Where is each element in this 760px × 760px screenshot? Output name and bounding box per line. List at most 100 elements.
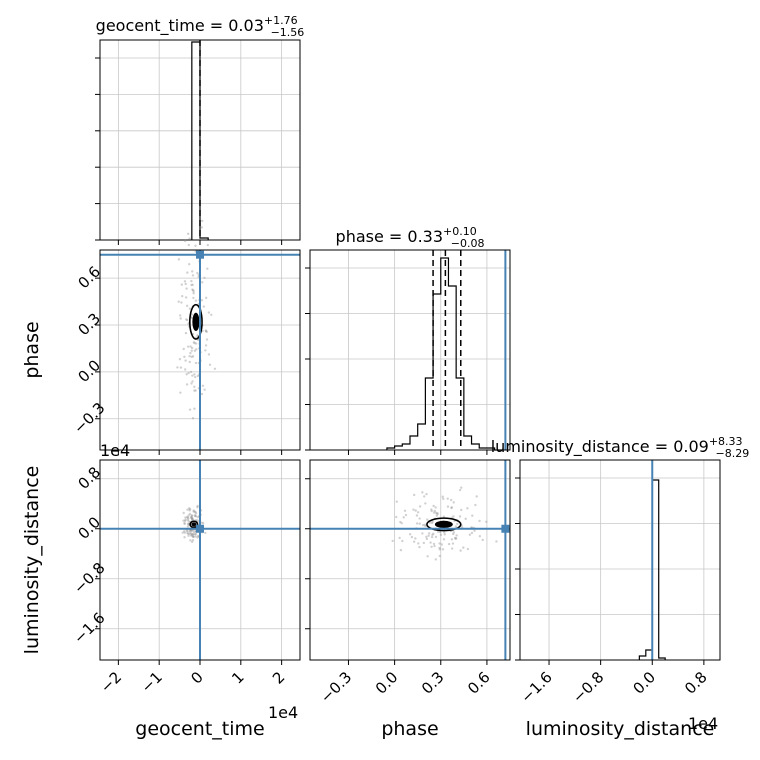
scatter-point — [438, 546, 441, 550]
scatter-point — [200, 299, 203, 302]
scatter-point — [205, 338, 209, 341]
scatter-point — [455, 537, 458, 540]
scatter-point — [416, 511, 420, 514]
scatter-point — [204, 329, 208, 332]
scatter-point — [418, 522, 421, 525]
scatter-point — [424, 502, 427, 505]
scatter-point — [426, 555, 429, 558]
scatter-point — [438, 548, 442, 551]
scatter-point — [450, 506, 453, 510]
scatter-point — [473, 529, 476, 533]
scatter-point — [184, 282, 187, 286]
scatter-point — [205, 296, 208, 300]
scatter-point — [184, 516, 187, 519]
scatter-point — [495, 540, 498, 543]
scatter-point — [408, 533, 412, 536]
scatter-point — [182, 511, 185, 515]
scatter-point — [182, 347, 185, 351]
scatter-point — [452, 531, 456, 534]
scatter-point — [458, 515, 462, 518]
contour-inner — [191, 522, 197, 527]
scatter-point — [464, 517, 467, 521]
scatter-point — [418, 517, 421, 520]
y-tick-label: −0.8 — [70, 559, 108, 597]
scatter-point — [434, 511, 438, 515]
scatter-point — [430, 508, 433, 511]
scatter-point — [189, 351, 192, 355]
scatter-point — [191, 517, 194, 520]
scatter-point — [196, 374, 200, 378]
scatter-point — [179, 317, 182, 320]
scatter-point — [435, 514, 439, 517]
scatter-point — [425, 537, 429, 541]
scatter-point — [451, 542, 455, 545]
scatter-point — [192, 290, 195, 293]
scatter-point — [454, 536, 457, 540]
scatter-point — [422, 541, 426, 545]
scatter-point — [183, 522, 186, 525]
scatter-point — [183, 280, 187, 283]
scatter-point — [436, 512, 439, 515]
scatter-point — [188, 262, 191, 266]
scatter-point — [185, 318, 188, 321]
scatter-point — [186, 271, 189, 274]
scatter-point — [194, 535, 197, 538]
scatter-point — [176, 366, 179, 369]
scatter-point — [190, 516, 193, 519]
scatter-point — [200, 226, 204, 229]
scatter-point — [430, 535, 434, 539]
scatter-point — [460, 486, 463, 489]
scatter-point — [434, 535, 438, 539]
scatter-point — [456, 522, 459, 526]
scatter-point — [188, 529, 192, 532]
scatter-point — [414, 537, 417, 540]
scatter-point — [417, 542, 420, 545]
x-tick-label: −1 — [138, 668, 166, 696]
truth-marker — [196, 524, 204, 533]
scatter-point — [183, 368, 187, 371]
scatter-point — [454, 525, 458, 528]
truth-marker — [501, 524, 510, 533]
scatter-point — [185, 373, 188, 376]
scatter-point — [196, 271, 199, 275]
scatter-point — [189, 515, 193, 519]
scatter-point — [186, 518, 190, 522]
scatter-point — [193, 375, 197, 379]
scatter-point — [428, 521, 432, 524]
scatter-point — [468, 533, 472, 536]
contour-outer — [426, 517, 462, 532]
scatter-point — [190, 316, 193, 320]
scatter-point — [458, 488, 462, 492]
offset-label-col2: 1e4 — [688, 714, 718, 733]
scatter-point — [179, 391, 182, 394]
scatter-point — [203, 276, 206, 279]
scatter-point — [430, 521, 434, 525]
scatter-point — [187, 520, 190, 523]
scatter-point — [433, 544, 436, 548]
scatter-point — [194, 514, 197, 518]
scatter-point — [184, 518, 187, 521]
scatter-point — [189, 370, 193, 374]
scatter-point — [415, 514, 419, 517]
scatter-point — [192, 533, 195, 536]
scatter-point — [402, 516, 405, 519]
scatter-point — [200, 392, 204, 396]
scatter-point — [423, 523, 427, 526]
scatter-point — [431, 520, 434, 523]
scatter-point — [193, 389, 196, 392]
title-geocent: geocent_time = 0.03+1.76 −1.56 — [96, 14, 305, 39]
scatter-point — [201, 384, 205, 388]
scatter-point — [425, 535, 428, 539]
x-tick-label: −2 — [97, 668, 125, 696]
scatter-point — [474, 503, 477, 507]
x-tick-label: −0.8 — [569, 668, 607, 706]
scatter-point — [188, 360, 191, 364]
title-phase: phase = 0.33+0.10 −0.08 — [336, 225, 485, 250]
scatter-point — [183, 531, 187, 534]
scatter-point — [436, 512, 439, 516]
panel-frame — [309, 249, 511, 451]
scatter-point — [412, 508, 415, 511]
scatter-point — [184, 331, 188, 335]
scatter-point — [205, 330, 208, 334]
scatter-point — [442, 497, 445, 501]
